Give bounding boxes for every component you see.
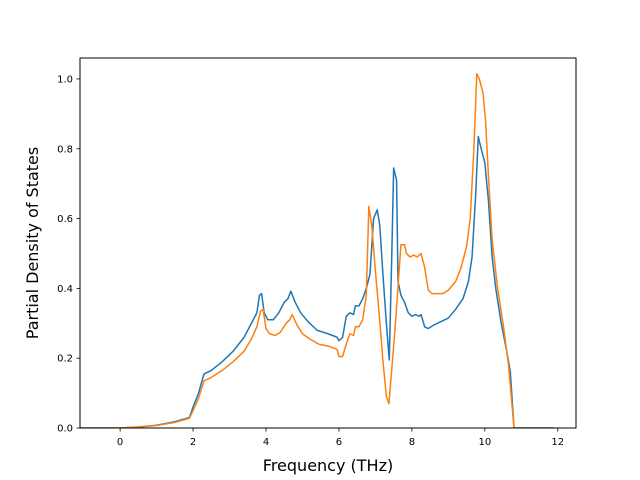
x-tick-label: 4	[263, 437, 269, 448]
y-tick-label: 0.4	[57, 284, 73, 295]
x-tick-label: 0	[117, 437, 123, 448]
x-tick-label: 10	[478, 437, 491, 448]
x-tick-label: 6	[336, 437, 342, 448]
x-axis-label: Frequency (THz)	[263, 456, 393, 475]
y-axis-label: Partial Density of States	[23, 147, 42, 339]
y-tick-label: 0.2	[57, 354, 73, 365]
plot-frame	[79, 57, 577, 429]
y-tick-label: 0.8	[57, 144, 73, 155]
y-tick-label: 1.0	[57, 74, 73, 85]
x-tick-label: 12	[551, 437, 564, 448]
x-tick-label: 8	[409, 437, 415, 448]
x-tick-label: 2	[190, 437, 196, 448]
series-line-2	[80, 72, 555, 428]
series-layer	[80, 72, 555, 428]
ticks-layer: 0 2 4 6 8 10 12 0.0 0.2 0.4 0.6 0.8 1.0	[57, 74, 564, 448]
y-tick-label: 0.6	[57, 214, 73, 225]
y-tick-label: 0.0	[57, 424, 73, 435]
series-line-1	[80, 135, 555, 428]
